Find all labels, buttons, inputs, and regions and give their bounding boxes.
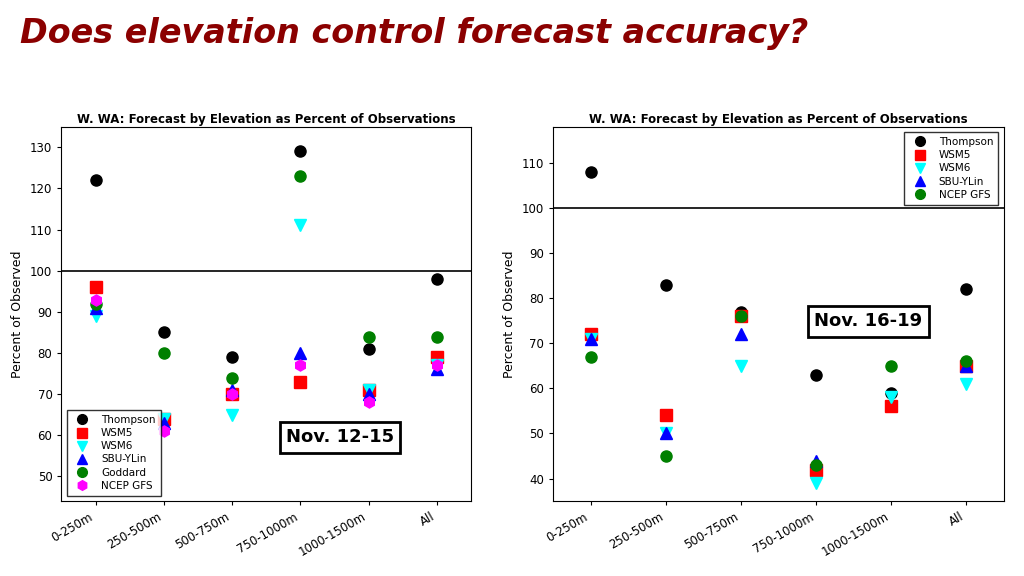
Title: W. WA: Forecast by Elevation as Percent of Observations: W. WA: Forecast by Elevation as Percent … — [589, 112, 968, 126]
Legend: Thompson, WSM5, WSM6, SBU-YLin, NCEP GFS: Thompson, WSM5, WSM6, SBU-YLin, NCEP GFS — [904, 132, 998, 205]
Legend: Thompson, WSM5, WSM6, SBU-YLin, Goddard, NCEP GFS: Thompson, WSM5, WSM6, SBU-YLin, Goddard,… — [67, 410, 161, 496]
Text: Does elevation control forecast accuracy?: Does elevation control forecast accuracy… — [20, 17, 809, 50]
Y-axis label: Percent of Observed: Percent of Observed — [11, 250, 25, 378]
Text: Nov. 12-15: Nov. 12-15 — [286, 429, 394, 446]
Text: Nov. 16-19: Nov. 16-19 — [814, 312, 923, 331]
Y-axis label: Percent of Observed: Percent of Observed — [503, 250, 516, 378]
Title: W. WA: Forecast by Elevation as Percent of Observations: W. WA: Forecast by Elevation as Percent … — [77, 112, 456, 126]
